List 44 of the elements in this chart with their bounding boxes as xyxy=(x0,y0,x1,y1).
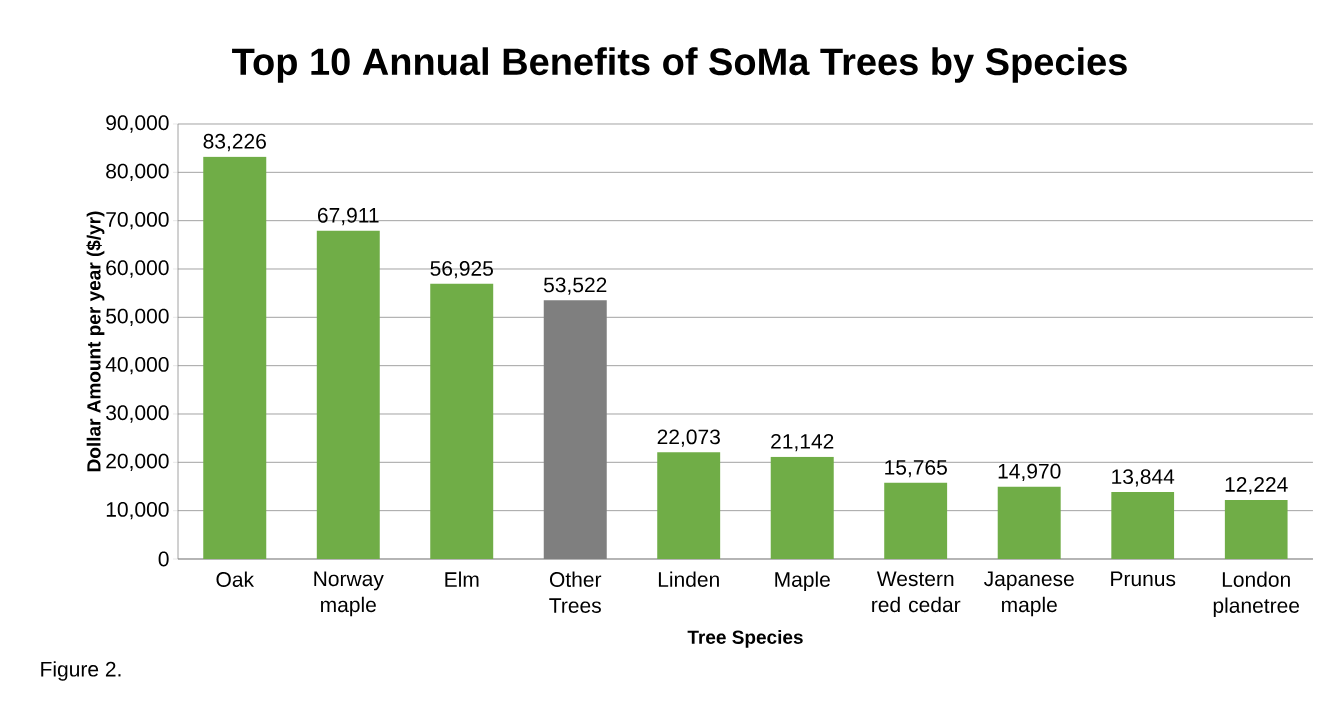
data-label: 22,073 xyxy=(657,429,720,447)
bar xyxy=(543,300,607,559)
x-tick-label: Norway maple xyxy=(314,571,384,617)
x-tick-label: Japanese maple xyxy=(984,571,1074,617)
y-tick-label: 70,000 xyxy=(106,211,169,230)
bar xyxy=(657,452,721,559)
x-tick-label: Maple xyxy=(775,571,830,592)
data-label: 56,925 xyxy=(430,260,493,279)
x-tick-label: Other Trees xyxy=(549,571,602,613)
x-tick-label: Oak xyxy=(216,571,255,587)
data-label: 14,970 xyxy=(998,463,1061,482)
chart-title: Top 10 Annual Benefits of SoMa Trees by Species xyxy=(232,47,1127,83)
data-label: 15,765 xyxy=(885,459,947,478)
bar xyxy=(884,482,948,559)
bar xyxy=(997,486,1061,559)
x-tick-label: Elm xyxy=(445,571,479,587)
bar xyxy=(770,456,834,559)
data-label: 67,911 xyxy=(317,207,379,226)
data-label: 13,844 xyxy=(1112,469,1175,487)
y-tick-label: 60,000 xyxy=(106,260,169,278)
x-tick-label: Linden xyxy=(658,571,719,587)
data-label: 21,142 xyxy=(771,433,834,452)
y-axis-title: Dollar Amount per year ($/yr) xyxy=(86,211,105,472)
y-tick-label: 90,000 xyxy=(106,115,169,133)
bar xyxy=(203,156,267,559)
y-tick-label: 30,000 xyxy=(106,405,169,423)
y-tick-label: 20,000 xyxy=(106,453,169,471)
data-label: 53,522 xyxy=(543,277,607,295)
data-label: 12,224 xyxy=(1225,477,1288,495)
x-tick-label: London planetree xyxy=(1213,571,1300,618)
x-tick-label: Prunus xyxy=(1111,571,1176,587)
y-tick-label: 80,000 xyxy=(106,163,169,181)
y-tick-label: 0 xyxy=(158,551,169,567)
caption: Figure 2. xyxy=(41,661,121,681)
bar xyxy=(1224,499,1288,559)
y-tick-label: 50,000 xyxy=(106,308,169,326)
y-tick-label: 10,000 xyxy=(106,501,169,520)
x-tick-label: Western red cedar xyxy=(872,571,961,613)
x-axis-title: Tree Species xyxy=(687,629,803,648)
bar xyxy=(1111,492,1175,559)
data-label: 83,226 xyxy=(203,133,266,152)
y-tick-label: 40,000 xyxy=(105,356,169,375)
bar xyxy=(430,283,494,559)
bar xyxy=(316,230,380,559)
